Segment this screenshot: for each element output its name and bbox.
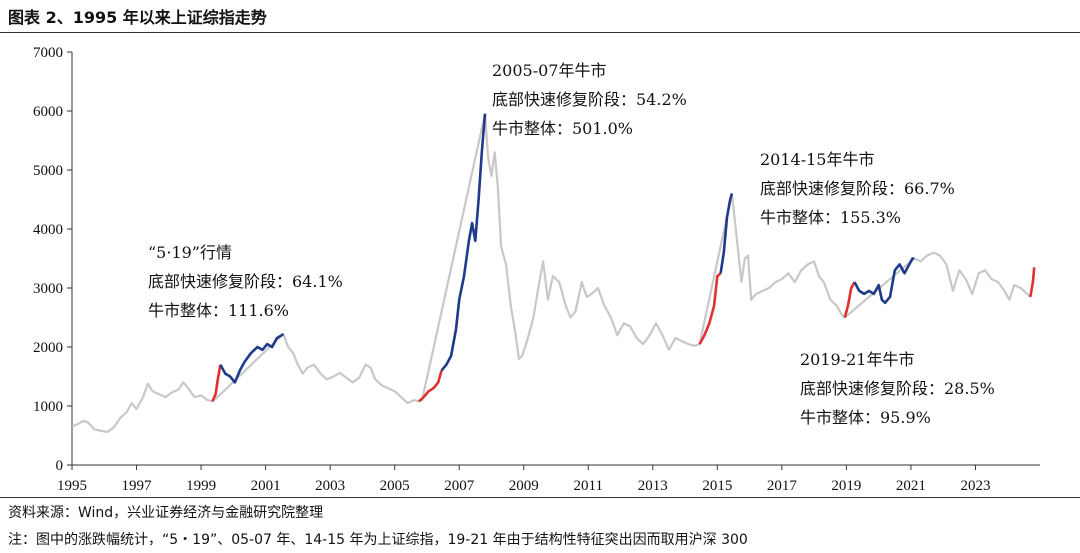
annotation-text: 2014-15年牛市 bbox=[760, 150, 875, 169]
x-tick-label: 2013 bbox=[638, 478, 668, 494]
series-line-rapid-recovery-1999 bbox=[211, 364, 222, 402]
index-line-chart: 0 1000 2000 3000 4000 5000 6000 7000 1995 1997 199… bbox=[33, 45, 1040, 494]
annotation-text: 底部快速修复阶段：28.5% bbox=[800, 379, 995, 398]
x-tick-label: 2011 bbox=[574, 478, 603, 494]
x-tick-label: 2005 bbox=[380, 478, 410, 494]
series-line-bull-2005-07 bbox=[440, 113, 487, 372]
series-line-rapid-recovery-2019 bbox=[843, 281, 856, 318]
y-tick-label: 1000 bbox=[33, 399, 63, 415]
y-tick-label: 4000 bbox=[33, 222, 63, 238]
y-tick-label: 0 bbox=[56, 458, 64, 474]
annotation-text: 底部快速修复阶段：54.2% bbox=[492, 90, 687, 109]
annotation-text: 底部快速修复阶段：66.7% bbox=[760, 179, 955, 198]
annotation-text: 2019-21年牛市 bbox=[800, 350, 915, 369]
axes: 0 1000 2000 3000 4000 5000 6000 7000 1995 1997 199… bbox=[33, 45, 1040, 494]
series-line-bull-2014-15 bbox=[719, 193, 734, 274]
x-tick-label: 2009 bbox=[509, 478, 539, 494]
series-line-rapid-recovery-2005 bbox=[418, 370, 443, 403]
series-line-bull-1999 bbox=[219, 332, 285, 384]
x-tick-label: 2021 bbox=[896, 478, 926, 494]
figure-title: 图表 2、1995 年以来上证综指走势 bbox=[8, 8, 267, 27]
x-tick-label: 1999 bbox=[186, 478, 216, 494]
series-lines bbox=[71, 112, 1036, 434]
y-tick-label: 6000 bbox=[33, 104, 63, 120]
y-tick-label: 7000 bbox=[33, 45, 63, 61]
annotation-text: 牛市整体：95.9% bbox=[800, 408, 931, 427]
x-tick-label: 2001 bbox=[251, 478, 281, 494]
source-note: 资料来源：Wind，兴业证券经济与金融研究院整理 bbox=[8, 505, 324, 521]
annotation-text: “5·19”行情 bbox=[148, 243, 232, 262]
x-tick-label: 1995 bbox=[57, 478, 87, 494]
x-tick-label: 2023 bbox=[960, 478, 990, 494]
y-tick-label: 2000 bbox=[33, 340, 63, 356]
x-tick-label: 2019 bbox=[831, 478, 861, 494]
top-divider bbox=[0, 32, 1080, 33]
x-tick-label: 2007 bbox=[444, 478, 475, 494]
x-tick-label: 1997 bbox=[122, 478, 153, 494]
series-line-rapid-recovery-2014 bbox=[698, 272, 722, 345]
y-tick-label: 5000 bbox=[33, 163, 63, 179]
annotation-text: 底部快速修复阶段：64.1% bbox=[148, 272, 343, 291]
series-line-rapid-recovery-2024 bbox=[1029, 267, 1036, 298]
footnote: 注：图中的涨跌幅统计，“5・19”、05-07 年、14-15 年为上证综指，1… bbox=[8, 532, 748, 548]
bottom-divider bbox=[0, 497, 1080, 498]
annotation-text: 牛市整体：111.6% bbox=[148, 301, 289, 320]
annotation-text: 2005-07年牛市 bbox=[492, 61, 607, 80]
series-line-bull-2019-21 bbox=[853, 257, 915, 305]
annotation-text: 牛市整体：501.0% bbox=[492, 119, 633, 138]
series-line-index bbox=[71, 112, 1032, 434]
y-tick-label: 3000 bbox=[33, 281, 63, 297]
x-tick-label: 2003 bbox=[315, 478, 345, 494]
x-tick-label: 2017 bbox=[767, 478, 798, 494]
annotation-text: 牛市整体：155.3% bbox=[760, 208, 901, 227]
x-tick-label: 2015 bbox=[702, 478, 732, 494]
